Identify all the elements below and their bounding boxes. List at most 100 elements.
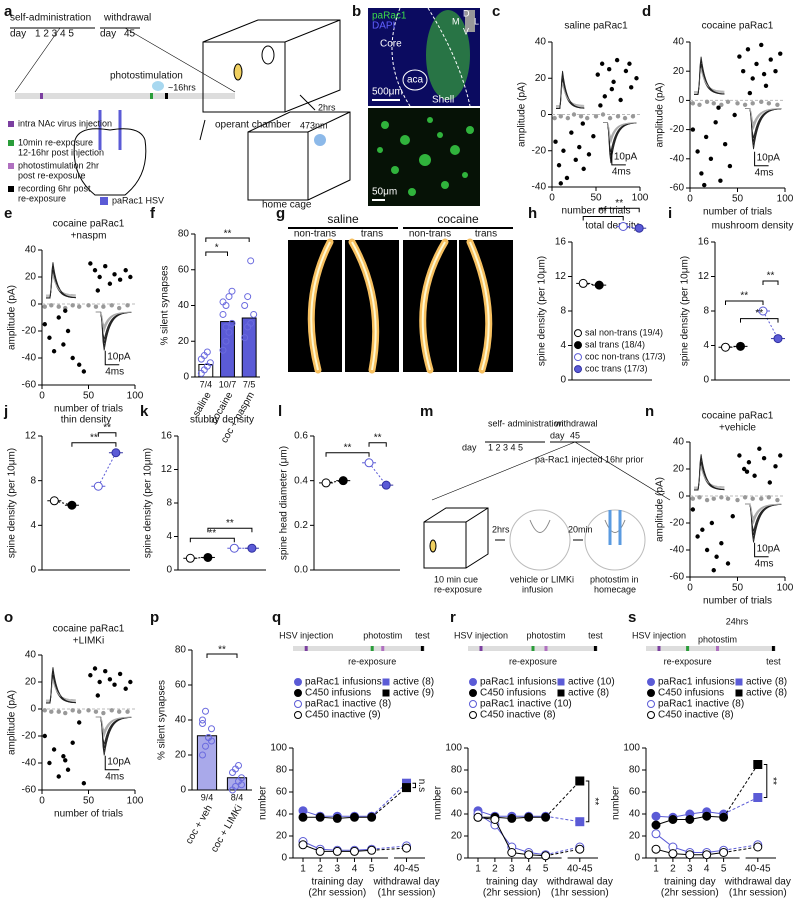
- data-point: [86, 303, 91, 308]
- connector: [723, 797, 759, 815]
- data-point: [719, 541, 724, 546]
- sig-label: **: [599, 206, 607, 217]
- y-tick-label: 60: [175, 680, 187, 691]
- scale-bar: [611, 150, 626, 166]
- x-tick-label: 100: [127, 796, 144, 807]
- sig-bracket: [205, 237, 250, 242]
- data-point: [775, 497, 780, 503]
- y-tick-label: 60: [629, 787, 641, 798]
- trace: [694, 56, 725, 95]
- data-point: [759, 99, 764, 105]
- sig-label: **: [589, 797, 600, 805]
- x-axis-label: (1hr session): [729, 888, 787, 899]
- scale-label: 10pA: [757, 152, 781, 163]
- data-point: [721, 342, 730, 352]
- x-tick-label: 1: [653, 864, 659, 875]
- trace: [745, 108, 782, 150]
- y-tick-label: -40: [532, 182, 547, 193]
- data-point: [766, 101, 772, 106]
- x-tick-label: 5: [369, 864, 375, 875]
- x-axis-label: withdrawal day: [546, 877, 613, 888]
- panel-title: cocaine paRac1: [53, 219, 125, 230]
- data-point: [564, 175, 570, 181]
- y-tick-label: 0.4: [294, 475, 308, 486]
- x-axis-label: withdrawal day: [724, 877, 791, 888]
- data-point: [250, 310, 258, 318]
- data-point: [116, 305, 122, 311]
- data-point: [591, 134, 596, 139]
- y-tick-label: 80: [451, 765, 463, 776]
- y-tick-label: 0: [183, 372, 189, 383]
- legend-label: coc trans (17/3): [585, 363, 648, 373]
- label: non-trans: [409, 229, 451, 240]
- data-point: [778, 51, 783, 56]
- x-tick-label: 5: [721, 864, 727, 875]
- x-tick-label: 4: [352, 864, 358, 875]
- y-tick-label: 16: [161, 431, 173, 442]
- data-point: [112, 682, 117, 687]
- trace: [95, 311, 132, 351]
- data-point: [569, 130, 574, 135]
- panel-title: mushroom density: [712, 221, 794, 232]
- data-point: [86, 708, 91, 713]
- legend-label: active (9): [393, 688, 434, 699]
- data-point: [47, 760, 52, 766]
- data-point: [81, 369, 87, 374]
- y-tick-label: 0: [30, 704, 36, 715]
- legend-marker: [735, 678, 743, 686]
- timeline-label: re-exposure: [664, 656, 712, 666]
- data-point: [761, 71, 767, 77]
- data-point: [241, 302, 249, 309]
- data-point: [109, 303, 114, 308]
- legend-label: active (8): [746, 688, 787, 699]
- y-tick-label: 100: [445, 743, 462, 754]
- data-point: [128, 679, 133, 685]
- legend-label: C450 infusions: [305, 688, 371, 699]
- panel-label: p: [150, 609, 159, 626]
- data-point: [651, 820, 661, 830]
- data-point: [123, 686, 128, 691]
- data-point: [244, 293, 252, 301]
- data-point: [578, 278, 588, 288]
- y-tick-label: -40: [22, 758, 37, 769]
- data-point: [759, 496, 764, 501]
- data-point: [732, 112, 737, 118]
- data-point: [580, 121, 585, 126]
- label: saline: [327, 212, 359, 226]
- data-point: [742, 102, 748, 107]
- y-tick-label: 20: [629, 831, 641, 842]
- data-point: [61, 342, 66, 347]
- data-point: [203, 348, 211, 356]
- label: 50μm: [372, 187, 397, 198]
- label: intra NAc virus injection: [18, 118, 112, 128]
- trace: [603, 122, 637, 164]
- y-tick-label: -60: [670, 183, 685, 194]
- sig-bracket: [740, 318, 779, 323]
- label: Shell: [432, 95, 454, 106]
- connector: [545, 780, 581, 818]
- data-point: [229, 543, 239, 553]
- x-tick-label: 100: [632, 193, 649, 204]
- data-point: [711, 496, 716, 501]
- data-point: [741, 466, 747, 472]
- data-point: [490, 815, 500, 824]
- data-point: [402, 783, 412, 793]
- data-point: [63, 308, 68, 313]
- panel-label: g: [276, 205, 285, 222]
- timeline-mark: [479, 646, 483, 651]
- data-point: [719, 848, 729, 857]
- data-point: [577, 144, 582, 150]
- legend-marker: [647, 689, 655, 697]
- data-point: [107, 281, 113, 286]
- y-tick-label: 20: [673, 66, 685, 77]
- data-point: [575, 844, 585, 854]
- y-tick-label: -40: [22, 353, 37, 364]
- connector: [723, 764, 759, 818]
- connector: [545, 848, 580, 857]
- legend-marker: [557, 678, 565, 686]
- sig-label: **: [767, 777, 778, 785]
- x-tick-label: 5: [543, 864, 549, 875]
- label: day: [462, 442, 477, 452]
- x-axis-label: (1hr session): [551, 888, 609, 899]
- pair-line: [190, 556, 208, 559]
